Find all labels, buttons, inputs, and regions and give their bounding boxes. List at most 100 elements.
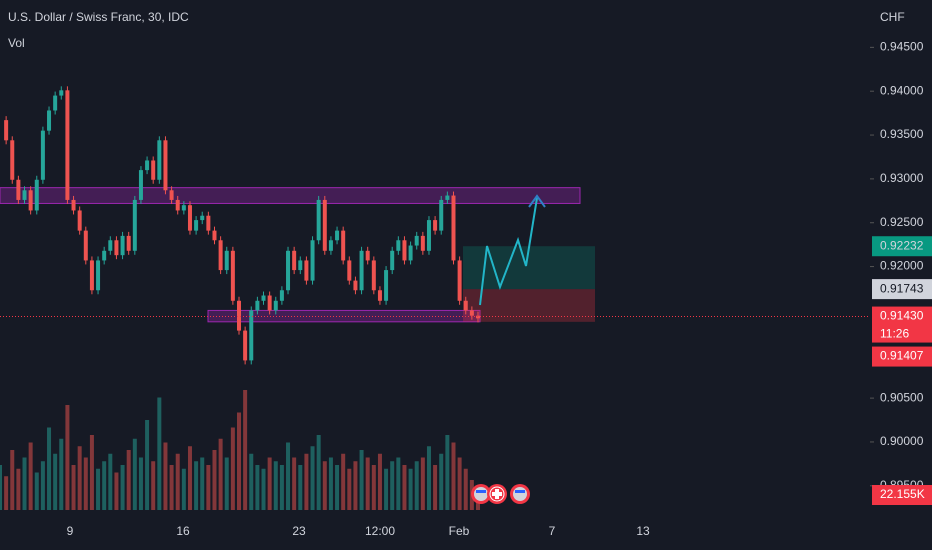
volume-bar	[10, 450, 15, 510]
volume-bar	[243, 390, 248, 510]
volume-bar	[402, 465, 407, 510]
candle	[212, 230, 217, 241]
time-label: Feb	[449, 524, 470, 538]
candle	[396, 240, 401, 251]
candle	[4, 120, 9, 141]
volume-bar	[439, 453, 444, 510]
volume-bar	[187, 446, 192, 510]
volume-bar	[286, 442, 291, 510]
volume-bar	[451, 442, 456, 510]
price-tick-label: 0.92500	[880, 215, 924, 229]
volume-bar	[132, 438, 137, 510]
candle	[328, 240, 333, 251]
candle	[16, 179, 21, 200]
candle	[96, 260, 101, 291]
candle	[120, 235, 125, 256]
candle	[322, 199, 327, 251]
candle	[267, 295, 272, 311]
volume-bar	[279, 465, 284, 510]
candle	[457, 260, 462, 301]
badge-label: 0.92232	[880, 238, 924, 252]
candle	[22, 190, 27, 200]
candle	[77, 210, 82, 231]
countdown: 11:26	[880, 327, 909, 341]
candle	[59, 90, 64, 96]
price-tick-label: 0.90500	[880, 390, 924, 404]
price-badge	[872, 346, 932, 367]
candle	[224, 250, 229, 271]
candle	[157, 140, 162, 180]
volume-bar	[40, 461, 45, 510]
candle	[249, 310, 254, 361]
candle	[279, 290, 284, 301]
price-tick-label: 0.93500	[880, 127, 924, 141]
candle	[89, 260, 94, 291]
volume-bar	[102, 461, 107, 510]
time-label: 12:00	[365, 524, 395, 538]
volume-bar	[273, 461, 278, 510]
volume-bar	[65, 405, 70, 510]
candle	[298, 260, 303, 271]
candle	[145, 160, 150, 171]
candle	[377, 290, 382, 301]
volume-bar	[335, 465, 340, 510]
candle	[273, 300, 278, 311]
news-icon[interactable]	[510, 484, 530, 504]
candle	[102, 250, 107, 261]
volume-bar	[426, 446, 431, 510]
projection-path	[479, 197, 538, 306]
candle	[194, 220, 199, 231]
price-tick-label: 0.93000	[880, 171, 924, 185]
volume-bar	[237, 412, 241, 510]
candle	[445, 195, 450, 200]
time-label: 16	[176, 524, 190, 538]
volume-bar	[169, 465, 174, 510]
candle	[402, 240, 407, 261]
volume-bar	[396, 457, 401, 510]
volume-bar	[22, 457, 27, 510]
price-tick-label: 0.94500	[880, 40, 924, 54]
candle	[304, 260, 309, 281]
volume-bar	[34, 472, 39, 510]
volume-bar	[445, 435, 450, 510]
volume-bar	[28, 442, 33, 510]
news-icon[interactable]	[487, 484, 507, 504]
candle	[243, 330, 248, 361]
volume-bar	[96, 468, 101, 510]
zone	[207, 309, 481, 323]
candle	[108, 240, 113, 251]
candle	[439, 199, 444, 231]
candle	[359, 250, 364, 291]
volume-bar	[353, 461, 358, 510]
volume-bar	[310, 446, 315, 510]
candle	[53, 95, 58, 111]
candle	[114, 240, 119, 256]
volume-bar	[89, 435, 94, 510]
time-label: 13	[636, 524, 650, 538]
volume-bar	[138, 457, 143, 510]
candle	[286, 250, 291, 291]
volume-bar	[255, 465, 260, 510]
volume-bar	[212, 450, 217, 510]
projection-arrow	[528, 194, 546, 208]
volume-bar	[53, 453, 58, 510]
candle	[65, 90, 70, 200]
candle	[292, 250, 297, 271]
volume-bar	[316, 435, 321, 510]
candle	[335, 230, 340, 241]
volume-bar	[71, 465, 76, 510]
volume-bar	[224, 457, 229, 510]
volume-bar	[194, 461, 199, 510]
volume-bar	[114, 472, 119, 510]
candle	[126, 235, 131, 251]
candle	[200, 215, 205, 221]
volume-bar	[230, 427, 235, 510]
volume-bar	[157, 397, 162, 510]
time-label: 23	[292, 524, 306, 538]
zone	[0, 187, 581, 204]
volume-bar	[77, 446, 82, 510]
candle	[71, 199, 76, 211]
volume-bar	[371, 465, 376, 510]
news-icon[interactable]	[471, 484, 491, 504]
